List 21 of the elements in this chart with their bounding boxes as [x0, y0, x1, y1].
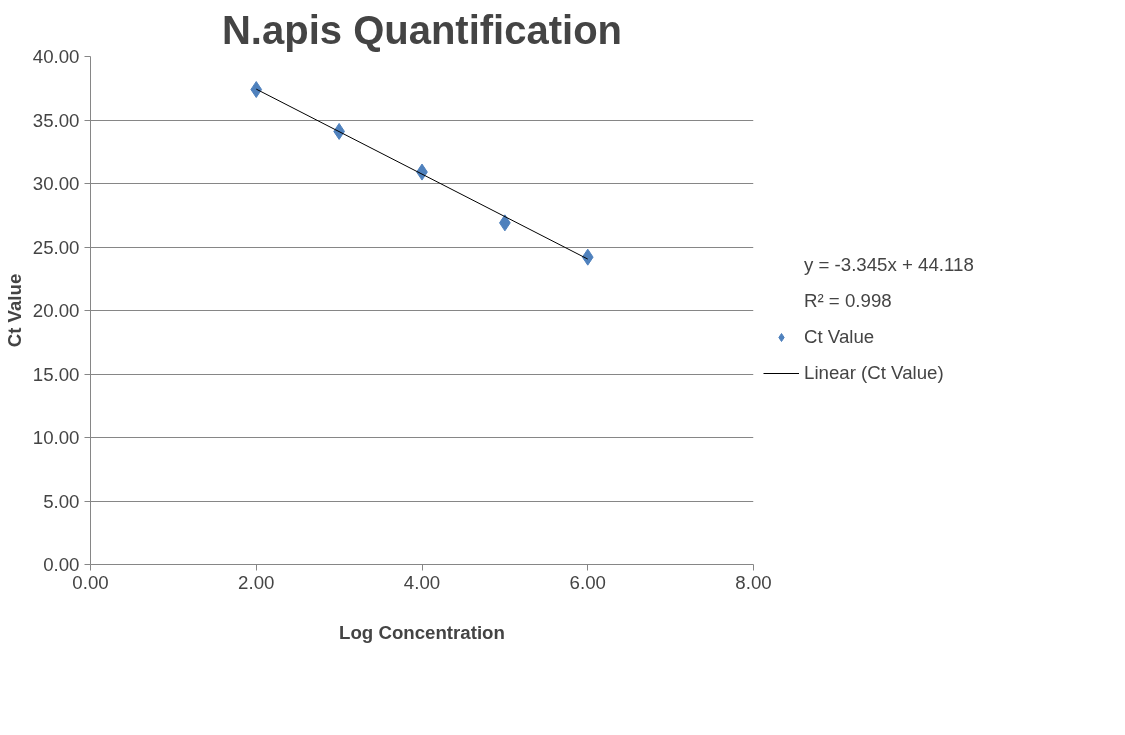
y-tick-label: 25.00	[32, 236, 80, 258]
text: R² = 0.998	[804, 290, 892, 312]
legend-label: Ct Value	[804, 326, 875, 348]
y-tick-label: 15.00	[32, 363, 80, 385]
x-tick-label: 6.00	[569, 571, 606, 593]
text: y = -3.345x + 44.118	[804, 254, 974, 276]
y-tick-label: 10.00	[32, 427, 80, 448]
point	[581, 248, 594, 266]
x-tick-label: 8.00	[735, 571, 772, 593]
y-tick-label: 40.00	[32, 46, 80, 67]
x-axis-title: Log Concentration	[339, 621, 505, 643]
point	[250, 81, 263, 99]
y-tick-label: 20.00	[32, 300, 80, 321]
y-axis-title: Ct Value	[3, 273, 25, 348]
x-tick-label: 4.00	[403, 571, 441, 593]
y-tick-label: 5.00	[43, 490, 80, 512]
y-tick-label: 30.00	[32, 173, 80, 194]
chart-title: N.apis Quantification	[221, 7, 623, 52]
x-tick-label: 2.00	[238, 571, 275, 593]
y-tick-label: 35.00	[32, 109, 80, 131]
legend-label: Linear (Ct Value)	[804, 362, 944, 384]
